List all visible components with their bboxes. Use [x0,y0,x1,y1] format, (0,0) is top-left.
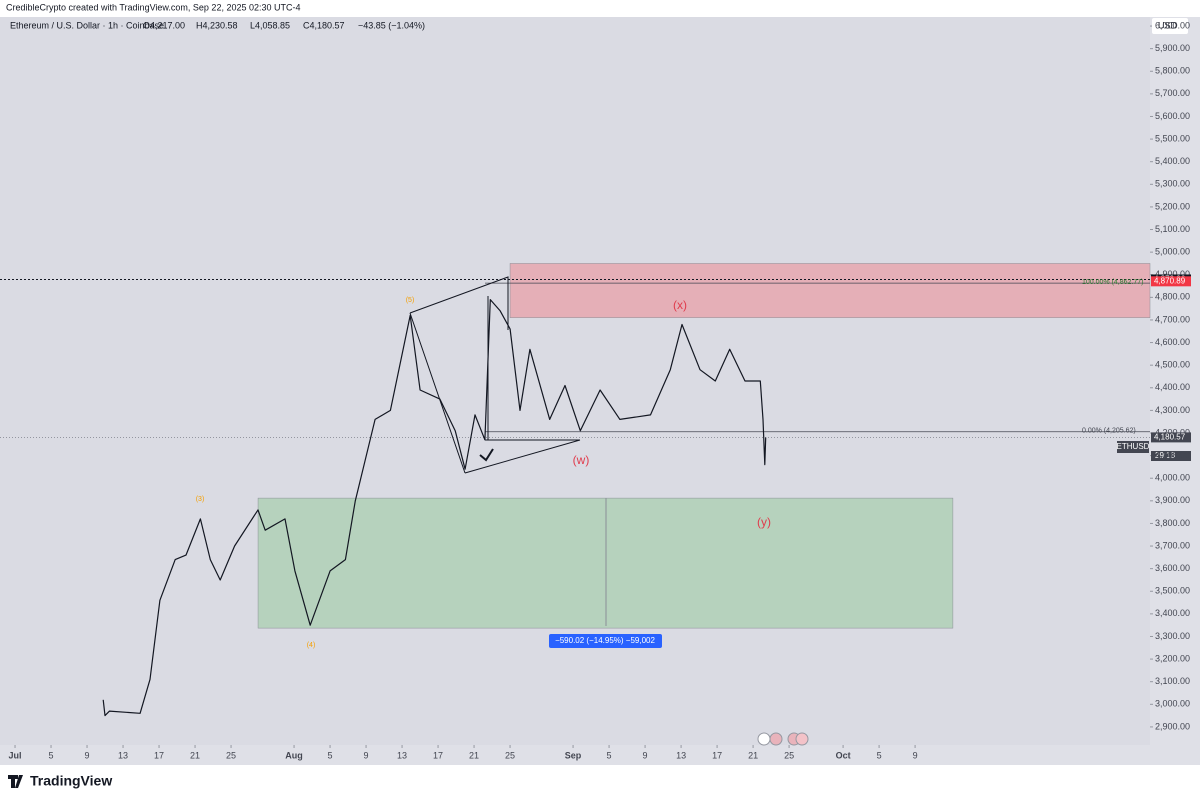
measure-box [549,634,662,648]
event-icon[interactable] [757,732,771,746]
x-tick-label: Jul [9,750,22,760]
wave-label: (5) [406,297,415,304]
y-tick-label: 3,200.00 [1155,653,1190,663]
y-tick-label: 3,500.00 [1155,586,1190,596]
ohlc-close: C4,180.57 [303,20,345,30]
event-icons[interactable] [757,732,809,746]
x-tick-label: Sep [565,750,582,760]
wave-label: (w) [573,453,590,467]
x-tick-label: 5 [49,750,54,760]
y-tick-label: 5,000.00 [1155,247,1190,257]
event-icon[interactable] [795,732,809,746]
y-tick-label: 5,300.00 [1155,179,1190,189]
brand-logo [8,775,23,788]
y-tick-label: 4,300.00 [1155,405,1190,415]
y-tick-label: 4,600.00 [1155,337,1190,347]
symbol-tag-label: ETHUSD [1117,442,1150,451]
x-tick-label: 5 [328,750,333,760]
ohlc-low: L4,058.85 [250,20,290,30]
checkmark [479,448,494,462]
currency-box[interactable] [1152,18,1188,34]
symbol: Ethereum / U.S. Dollar · 1h · Coinbase [10,20,164,30]
countdown: 29:18 [1155,451,1176,460]
y-tick-label: 3,900.00 [1155,495,1190,505]
y-tick-label: 3,600.00 [1155,563,1190,573]
x-tick-label: 21 [469,750,479,760]
y-tick-label: 5,200.00 [1155,201,1190,211]
y-tick-label: 6,000.00 [1155,20,1190,30]
ohlc-high: H4,230.58 [196,20,238,30]
wave-label: (y) [757,515,771,529]
y-tick-label: 2,900.00 [1155,721,1190,731]
x-tick-label: 9 [913,750,918,760]
fib-label: 100.00% (4,862.77) [1082,279,1144,286]
y-tick-label: 3,400.00 [1155,608,1190,618]
x-tick-label: Oct [836,750,851,760]
ohlc-change: −43.85 (−1.04%) [358,20,425,30]
currency[interactable]: USD [1158,20,1178,30]
countdown-box [1151,451,1191,461]
y-tick-label: 4,800.00 [1155,292,1190,302]
y-tick-label: 4,000.00 [1155,473,1190,483]
y-tick-label: 4,500.00 [1155,360,1190,370]
y-tick-label: 5,800.00 [1155,66,1190,76]
x-tick-label: 17 [712,750,722,760]
zone [257,497,954,629]
price-axis [1150,17,1200,765]
symbol-tag [1117,441,1149,453]
x-tick-label: 5 [607,750,612,760]
price-tag-label: 4,180.57 [1154,433,1186,442]
zone [509,263,1151,318]
x-tick-label: 9 [85,750,90,760]
ohlc-open: O4,217.00 [143,20,185,30]
price-tag-label: 4,870.89 [1154,276,1186,285]
y-tick-label: 3,300.00 [1155,631,1190,641]
credit: CredibleCrypto created with TradingView.… [6,2,301,12]
measure-label: −590.02 (−14.95%) −59,002 [555,636,655,645]
wave-label: (x) [673,298,687,312]
y-tick-label: 4,700.00 [1155,314,1190,324]
x-tick-label: 13 [676,750,686,760]
y-tick-label: 3,800.00 [1155,518,1190,528]
x-tick-label: 21 [190,750,200,760]
price-tag [1151,276,1191,287]
x-tick-label: 13 [397,750,407,760]
x-tick-label: 17 [433,750,443,760]
wave-label: (4) [307,642,316,649]
brand: TradingView [30,773,112,789]
fib-label: 0.00% (4,205.62) [1082,428,1136,435]
y-tick-label: 3,100.00 [1155,676,1190,686]
y-tick-label: 5,900.00 [1155,43,1190,53]
y-tick-label: 3,700.00 [1155,540,1190,550]
triangle-drawing [409,276,581,474]
x-tick-label: Aug [285,750,303,760]
x-tick-label: 25 [226,750,236,760]
y-tick-label: 5,100.00 [1155,224,1190,234]
x-tick-label: 13 [118,750,128,760]
y-tick-label: 4,100.00 [1155,450,1190,460]
x-tick-label: 17 [154,750,164,760]
price-tag [1151,432,1191,443]
wave-label: (3) [196,496,205,503]
y-tick-label: 4,900.00 [1155,269,1190,279]
y-tick-label: 4,400.00 [1155,382,1190,392]
y-tick-label: 4,200.00 [1155,427,1190,437]
x-tick-label: 25 [784,750,794,760]
time-axis [0,745,1150,765]
layer [0,25,1153,748]
x-tick-label: 21 [748,750,758,760]
event-icon[interactable] [769,732,783,746]
x-tick-label: 5 [877,750,882,760]
y-tick-label: 5,400.00 [1155,156,1190,166]
y-tick-label: 5,600.00 [1155,111,1190,121]
y-tick-label: 5,500.00 [1155,133,1190,143]
x-tick-label: 25 [505,750,515,760]
y-tick-label: 5,700.00 [1155,88,1190,98]
y-tick-label: 3,000.00 [1155,699,1190,709]
x-tick-label: 9 [364,750,369,760]
x-tick-label: 9 [643,750,648,760]
